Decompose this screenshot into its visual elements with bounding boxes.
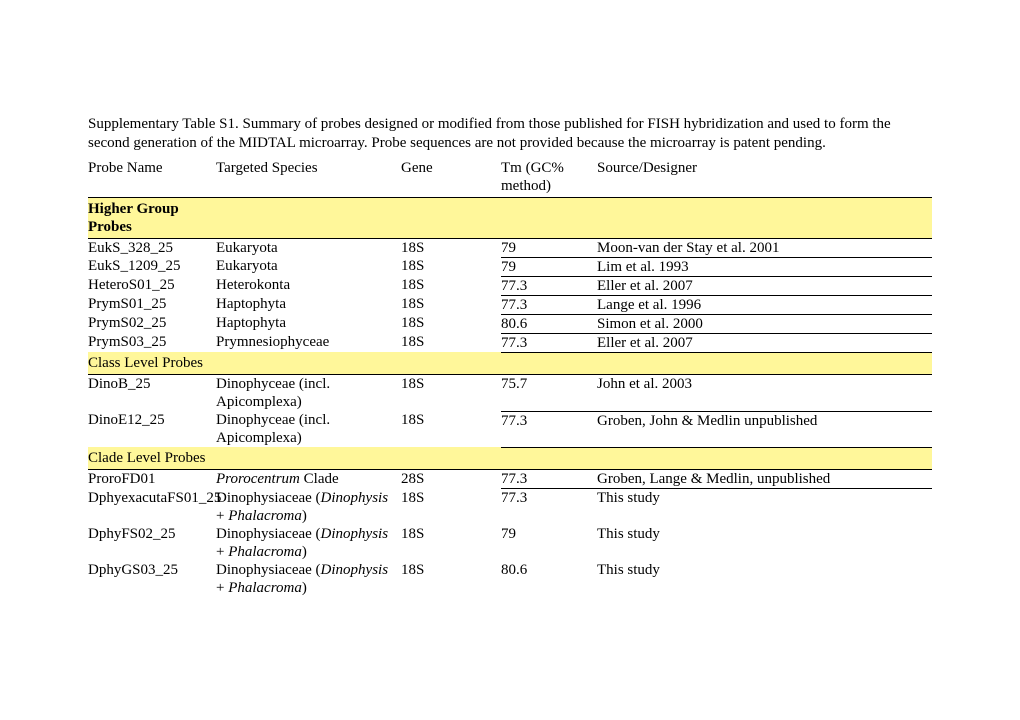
section-label: Class Level Probes bbox=[88, 352, 216, 375]
cell-probe: PrymS01_25 bbox=[88, 295, 216, 314]
table-caption: Supplementary Table S1. Summary of probe… bbox=[88, 115, 932, 153]
cell-probe: DinoB_25 bbox=[88, 375, 216, 412]
cell-species: Dinophysiaceae (Dinophysis + Phalacroma) bbox=[216, 525, 401, 561]
cell-species: Heterokonta bbox=[216, 276, 401, 295]
cell-gene: 18S bbox=[401, 333, 501, 352]
cell-gene: 18S bbox=[401, 489, 501, 525]
cell-source: Eller et al. 2007 bbox=[597, 333, 932, 352]
cell-probe: DphyexacutaFS01_25 bbox=[88, 489, 216, 525]
cell-tm: 77.3 bbox=[501, 295, 597, 314]
table-row: DphyFS02_25 Dinophysiaceae (Dinophysis +… bbox=[88, 525, 932, 561]
table-row: DinoB_25 Dinophyceae (incl. Apicomplexa)… bbox=[88, 375, 932, 412]
cell-gene: 18S bbox=[401, 257, 501, 276]
cell-source: Eller et al. 2007 bbox=[597, 276, 932, 295]
cell-species: Dinophysiaceae (Dinophysis + Phalacroma) bbox=[216, 489, 401, 525]
table-row: PrymS01_25 Haptophyta 18S 77.3 Lange et … bbox=[88, 295, 932, 314]
cell-species: Dinophyceae (incl. Apicomplexa) bbox=[216, 411, 401, 447]
cell-probe: DphyFS02_25 bbox=[88, 525, 216, 561]
cell-tm: 77.3 bbox=[501, 276, 597, 295]
cell-source: Lange et al. 1996 bbox=[597, 295, 932, 314]
cell-species: Haptophyta bbox=[216, 314, 401, 333]
cell-species: Eukaryota bbox=[216, 257, 401, 276]
cell-gene: 18S bbox=[401, 314, 501, 333]
col-gene: Gene bbox=[401, 157, 501, 198]
probe-table: Probe Name Targeted Species Gene Tm (GC%… bbox=[88, 157, 932, 597]
table-header-row: Probe Name Targeted Species Gene Tm (GC%… bbox=[88, 157, 932, 198]
cell-tm: 77.3 bbox=[501, 333, 597, 352]
cell-source: Simon et al. 2000 bbox=[597, 314, 932, 333]
table-row: DphyexacutaFS01_25 Dinophysiaceae (Dinop… bbox=[88, 489, 932, 525]
col-source: Source/Designer bbox=[597, 157, 932, 198]
cell-tm: 79 bbox=[501, 238, 597, 257]
cell-source: Groben, Lange & Medlin, unpublished bbox=[597, 470, 932, 489]
cell-gene: 28S bbox=[401, 470, 501, 489]
cell-probe: HeteroS01_25 bbox=[88, 276, 216, 295]
table-row: ProroFD01 Prorocentrum Clade 28S 77.3 Gr… bbox=[88, 470, 932, 489]
cell-probe: DinoE12_25 bbox=[88, 411, 216, 447]
cell-gene: 18S bbox=[401, 295, 501, 314]
cell-source: This study bbox=[597, 525, 932, 561]
cell-source: This study bbox=[597, 489, 932, 525]
cell-probe: PrymS02_25 bbox=[88, 314, 216, 333]
section-clade: Clade Level Probes bbox=[88, 447, 932, 470]
table-row: EukS_1209_25 Eukaryota 18S 79 Lim et al.… bbox=[88, 257, 932, 276]
cell-species: Eukaryota bbox=[216, 238, 401, 257]
cell-gene: 18S bbox=[401, 238, 501, 257]
cell-source: Moon-van der Stay et al. 2001 bbox=[597, 238, 932, 257]
section-class: Class Level Probes bbox=[88, 352, 932, 375]
cell-species: Prorocentrum Clade bbox=[216, 470, 401, 489]
cell-species: Dinophysiaceae (Dinophysis + Phalacroma) bbox=[216, 561, 401, 597]
table-row: HeteroS01_25 Heterokonta 18S 77.3 Eller … bbox=[88, 276, 932, 295]
cell-source: This study bbox=[597, 561, 932, 597]
cell-gene: 18S bbox=[401, 525, 501, 561]
col-tm: Tm (GC% method) bbox=[501, 157, 597, 198]
section-label: Higher Group Probes bbox=[88, 197, 216, 238]
cell-source: Lim et al. 1993 bbox=[597, 257, 932, 276]
cell-tm: 80.6 bbox=[501, 314, 597, 333]
cell-tm: 80.6 bbox=[501, 561, 597, 597]
cell-gene: 18S bbox=[401, 561, 501, 597]
cell-probe: PrymS03_25 bbox=[88, 333, 216, 352]
cell-gene: 18S bbox=[401, 375, 501, 412]
cell-species: Prymnesiophyceae bbox=[216, 333, 401, 352]
cell-probe: ProroFD01 bbox=[88, 470, 216, 489]
section-higher: Higher Group Probes bbox=[88, 197, 932, 238]
cell-species: Haptophyta bbox=[216, 295, 401, 314]
col-probe: Probe Name bbox=[88, 157, 216, 198]
table-row: EukS_328_25 Eukaryota 18S 79 Moon-van de… bbox=[88, 238, 932, 257]
cell-tm: 75.7 bbox=[501, 375, 597, 412]
page: Supplementary Table S1. Summary of probe… bbox=[0, 0, 1020, 597]
cell-species: Dinophyceae (incl. Apicomplexa) bbox=[216, 375, 401, 412]
cell-gene: 18S bbox=[401, 411, 501, 447]
table-row: PrymS02_25 Haptophyta 18S 80.6 Simon et … bbox=[88, 314, 932, 333]
cell-probe: DphyGS03_25 bbox=[88, 561, 216, 597]
table-row: DinoE12_25 Dinophyceae (incl. Apicomplex… bbox=[88, 411, 932, 447]
cell-probe: EukS_328_25 bbox=[88, 238, 216, 257]
section-label: Clade Level Probes bbox=[88, 447, 216, 470]
cell-tm: 79 bbox=[501, 257, 597, 276]
cell-tm: 77.3 bbox=[501, 470, 597, 489]
cell-source: Groben, John & Medlin unpublished bbox=[597, 411, 932, 447]
cell-tm: 77.3 bbox=[501, 489, 597, 525]
table-row: PrymS03_25 Prymnesiophyceae 18S 77.3 Ell… bbox=[88, 333, 932, 352]
col-species: Targeted Species bbox=[216, 157, 401, 198]
cell-source: John et al. 2003 bbox=[597, 375, 932, 412]
cell-tm: 79 bbox=[501, 525, 597, 561]
table-row: DphyGS03_25 Dinophysiaceae (Dinophysis +… bbox=[88, 561, 932, 597]
cell-tm: 77.3 bbox=[501, 411, 597, 447]
cell-gene: 18S bbox=[401, 276, 501, 295]
cell-probe: EukS_1209_25 bbox=[88, 257, 216, 276]
